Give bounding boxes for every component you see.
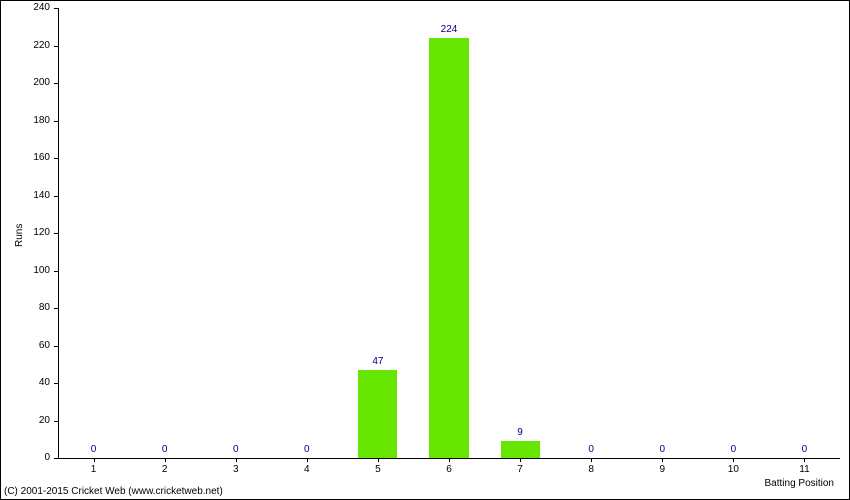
y-tick	[54, 458, 58, 459]
bar-value-label: 0	[642, 444, 682, 455]
y-tick	[54, 271, 58, 272]
x-tick-label: 3	[221, 464, 251, 475]
y-tick	[54, 421, 58, 422]
y-tick	[54, 83, 58, 84]
y-tick-label: 200	[20, 77, 50, 88]
x-tick	[378, 458, 379, 462]
bar-value-label: 9	[500, 427, 540, 438]
y-tick-label: 60	[20, 340, 50, 351]
x-tick-label: 6	[434, 464, 464, 475]
x-tick-label: 10	[718, 464, 748, 475]
x-tick	[236, 458, 237, 462]
x-tick	[662, 458, 663, 462]
y-tick	[54, 233, 58, 234]
bar	[358, 370, 397, 458]
x-tick	[307, 458, 308, 462]
bar	[429, 38, 468, 458]
x-tick-label: 2	[150, 464, 180, 475]
chart-container: 0204060801001201401601802002202401020304…	[0, 0, 850, 500]
y-tick	[54, 121, 58, 122]
y-tick-label: 0	[20, 452, 50, 463]
x-tick	[165, 458, 166, 462]
y-tick-label: 180	[20, 115, 50, 126]
x-tick-label: 4	[292, 464, 322, 475]
y-axis-line	[58, 8, 59, 458]
y-tick	[54, 46, 58, 47]
y-tick	[54, 308, 58, 309]
bar-value-label: 0	[571, 444, 611, 455]
bar-value-label: 0	[784, 444, 824, 455]
bar-value-label: 47	[358, 356, 398, 367]
bar-value-label: 0	[287, 444, 327, 455]
x-tick-label: 7	[505, 464, 535, 475]
bar-value-label: 0	[713, 444, 753, 455]
y-axis-title: Runs	[14, 224, 25, 247]
y-tick-label: 20	[20, 415, 50, 426]
y-tick	[54, 158, 58, 159]
bar-value-label: 0	[216, 444, 256, 455]
y-tick	[54, 8, 58, 9]
x-tick-label: 9	[647, 464, 677, 475]
x-tick-label: 1	[79, 464, 109, 475]
x-tick	[804, 458, 805, 462]
y-tick-label: 100	[20, 265, 50, 276]
x-axis-title: Batting Position	[765, 478, 835, 489]
x-tick-label: 5	[363, 464, 393, 475]
y-tick	[54, 196, 58, 197]
copyright-text: (C) 2001-2015 Cricket Web (www.cricketwe…	[4, 486, 223, 497]
x-tick-label: 8	[576, 464, 606, 475]
y-tick-label: 160	[20, 152, 50, 163]
bar-value-label: 224	[429, 24, 469, 35]
y-tick	[54, 346, 58, 347]
x-tick	[591, 458, 592, 462]
x-tick	[94, 458, 95, 462]
x-tick-label: 11	[789, 464, 819, 475]
y-tick-label: 240	[20, 2, 50, 13]
y-tick-label: 80	[20, 302, 50, 313]
y-tick-label: 40	[20, 377, 50, 388]
bar-value-label: 0	[74, 444, 114, 455]
x-tick	[449, 458, 450, 462]
bar	[501, 441, 540, 458]
y-tick-label: 220	[20, 40, 50, 51]
y-tick	[54, 383, 58, 384]
y-tick-label: 140	[20, 190, 50, 201]
bar-value-label: 0	[145, 444, 185, 455]
x-tick	[520, 458, 521, 462]
plot-area: 0204060801001201401601802002202401020304…	[58, 8, 840, 458]
x-tick	[733, 458, 734, 462]
